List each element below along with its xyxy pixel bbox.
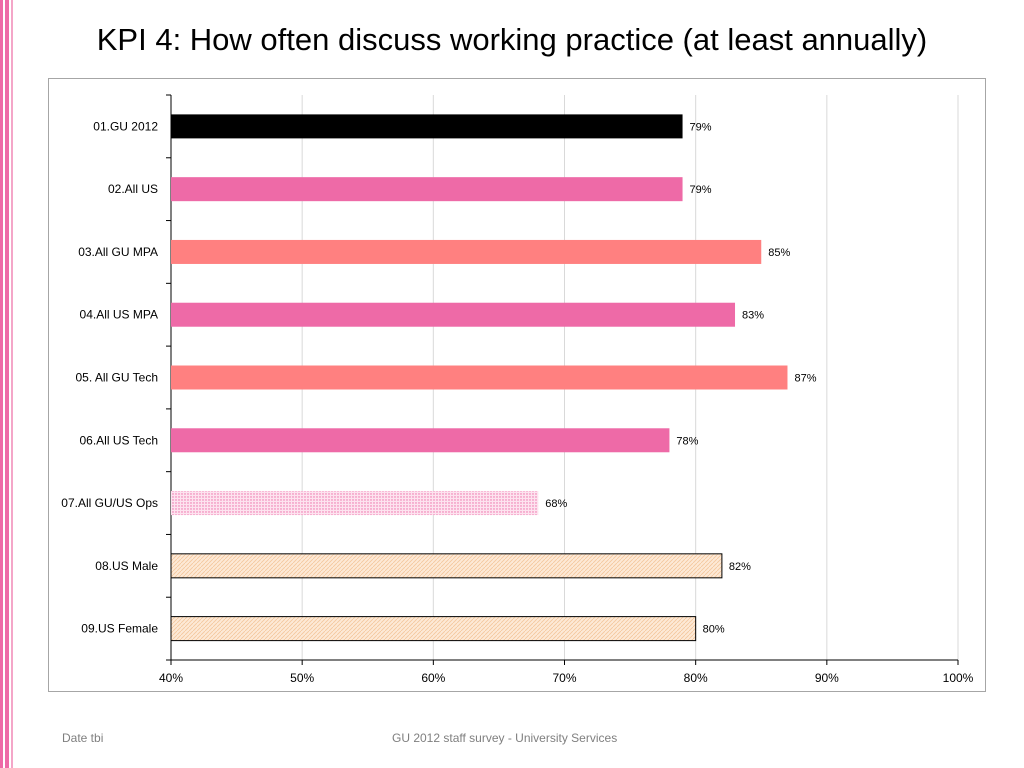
bars [170, 114, 788, 642]
category-label: 06.All US Tech [80, 433, 159, 447]
data-label: 68% [545, 498, 567, 510]
data-label: 79% [690, 184, 712, 196]
category-label: 07.All GU/US Ops [61, 496, 158, 510]
stripe-bar [0, 0, 3, 768]
slide-title: KPI 4: How often discuss working practic… [96, 22, 928, 57]
bar [170, 616, 697, 642]
x-tick-label: 50% [290, 671, 314, 685]
stripe-bar [5, 0, 9, 768]
data-label: 85% [768, 247, 790, 259]
data-label: 87% [794, 373, 816, 385]
data-label: 83% [742, 310, 764, 322]
bar [171, 302, 736, 327]
bar [171, 491, 539, 516]
data-label: 80% [703, 624, 725, 636]
category-label: 05. All GU Tech [76, 371, 159, 385]
bar [170, 553, 723, 579]
bar [171, 239, 762, 264]
category-label: 01.GU 2012 [93, 119, 158, 133]
bar [171, 365, 788, 390]
category-label: 04.All US MPA [80, 308, 158, 322]
category-label: 08.US Male [95, 559, 158, 573]
x-tick-label: 100% [943, 671, 974, 685]
x-tick-label: 90% [815, 671, 839, 685]
bar [171, 177, 683, 202]
labels: 40% 50% 60% 70% 80% 90% 100% 01.GU 2012 79% 02.Al… [61, 119, 973, 685]
x-tick-label: 40% [159, 671, 183, 685]
stripe-bar [11, 0, 13, 768]
data-label: 79% [690, 121, 712, 133]
bar [171, 428, 670, 453]
category-label: 02.All US [108, 182, 158, 196]
bar [171, 114, 683, 139]
data-label: 78% [676, 435, 698, 447]
left-decorative-stripe [0, 0, 16, 768]
bar-chart: 40% 50% 60% 70% 80% 90% 100% 01.GU 2012 79% 02.Al… [61, 94, 974, 685]
footer-source: GU 2012 staff survey - University Servic… [392, 731, 618, 745]
chart-frame: 40% 50% 60% 70% 80% 90% 100% 01.GU 2012 79% 02.Al… [48, 78, 986, 692]
data-label: 82% [729, 561, 751, 573]
x-tick-label: 60% [421, 671, 445, 685]
category-label: 03.All GU MPA [78, 245, 158, 259]
footer-date: Date tbi [62, 731, 104, 745]
category-label: 09.US Female [81, 622, 158, 636]
x-tick-label: 70% [552, 671, 576, 685]
x-tick-label: 80% [684, 671, 708, 685]
